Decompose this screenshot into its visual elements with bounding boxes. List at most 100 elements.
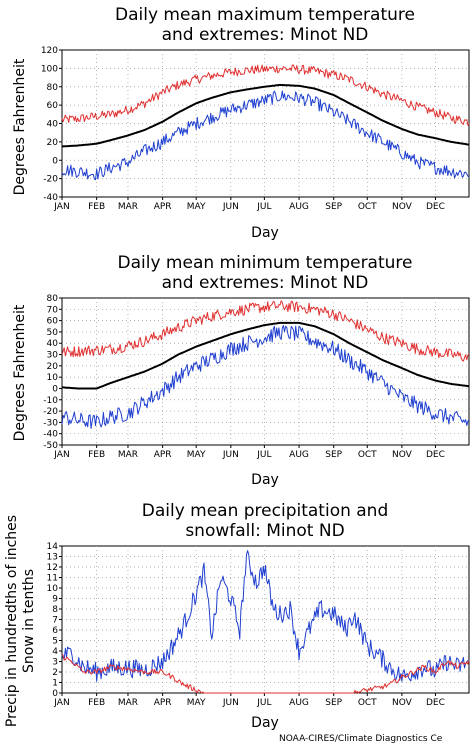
month-label: MAR [118,698,138,708]
y-tick-label: 1 [52,679,58,689]
month-label: JUL [256,450,271,460]
month-label: SEP [325,202,342,212]
chart1-ylabel: Degrees Fahrenheit [12,58,28,195]
month-label: DEC [426,450,445,460]
month-label: DEC [426,698,445,708]
y-tick-label: 10 [47,373,59,383]
month-label: NOV [392,698,413,708]
y-tick-label: 120 [41,46,58,56]
y-tick-label: 0 [52,156,58,166]
chart1-xlabel: Day [251,225,279,241]
y-tick-label: 80 [47,294,59,304]
series-line-mean [61,83,470,148]
y-tick-label: -30 [43,418,58,428]
y-tick-label: 100 [41,64,58,74]
y-tick-label: -50 [43,441,58,451]
chart2-xlabel: Day [251,472,279,488]
month-label: OCT [358,450,377,460]
y-tick-label: -20 [43,175,58,185]
y-tick-label: -40 [43,193,58,203]
month-label: AUG [289,450,309,460]
chart1-title-line1: Daily mean maximum temperature [115,5,415,25]
chart1-title-line2: and extremes: Minot ND [162,25,369,45]
y-tick-label: 80 [47,83,59,93]
series-line-min_extreme [61,90,470,181]
precipitation-chart: Daily mean precipitation and snowfall: M… [4,501,470,731]
month-label: MAY [187,202,206,212]
y-tick-label: 40 [47,120,59,130]
chart3-title-line2: snowfall: Minot ND [185,521,344,541]
month-label: JUN [222,450,239,460]
month-label: JUL [256,698,271,708]
month-label: JUN [222,698,239,708]
plot-area [61,49,470,198]
month-label: APR [154,450,172,460]
month-label: APR [154,698,172,708]
month-label: SEP [325,698,342,708]
y-tick-label: 30 [47,351,59,361]
chart2-title-line1: Daily mean minimum temperature [118,253,413,273]
y-tick-label: 70 [47,305,59,315]
y-tick-label: 20 [47,362,59,372]
y-tick-label: 5 [52,637,58,647]
series-line-max_extreme [61,300,470,362]
y-tick-label: 12 [47,563,58,573]
y-tick-label: 2 [52,668,58,678]
month-label: AUG [289,202,309,212]
month-label: FEB [88,450,105,460]
y-tick-label: 60 [47,101,59,111]
y-tick-label: 10 [47,584,59,594]
min-temperature-chart: Daily mean minimum temperature and extre… [12,253,470,488]
chart2-ylabel: Degrees Fahrenheit [12,304,28,441]
month-label: NOV [392,202,413,212]
y-tick-label: 4 [52,647,58,657]
month-label: JUN [222,202,239,212]
chart3-ylabel-line2: Snow in tenths [21,569,37,673]
month-label: AUG [289,698,309,708]
month-label: OCT [358,202,377,212]
month-label: MAY [187,450,206,460]
y-tick-label: 8 [52,605,58,615]
y-tick-label: 7 [52,616,58,626]
month-label: FEB [88,202,105,212]
month-label: DEC [426,202,445,212]
series-line-snow [61,654,470,694]
credit-text: NOAA-CIRES/Climate Diagnostics Ce [279,734,443,744]
month-label: MAR [118,202,138,212]
month-label: FEB [88,698,105,708]
y-tick-label: 11 [47,574,58,584]
y-tick-label: 9 [52,595,58,605]
month-label: MAR [118,450,138,460]
chart2-title-line2: and extremes: Minot ND [162,273,369,293]
y-tick-label: 40 [47,339,59,349]
month-label: JUL [256,202,271,212]
chart3-ylabel-line1: Precip in hundredths of inches [4,515,20,727]
month-label: APR [154,202,172,212]
y-tick-label: -10 [43,396,58,406]
chart3-xlabel: Day [251,715,279,731]
month-label: JAN [53,450,69,460]
month-label: SEP [325,450,342,460]
y-tick-label: 50 [47,328,59,338]
y-tick-label: -20 [43,407,58,417]
series-line-min_extreme [61,325,470,429]
y-tick-label: 3 [52,658,58,668]
y-tick-label: -40 [43,430,58,440]
month-label: JAN [53,698,69,708]
y-tick-label: 60 [47,317,59,327]
y-tick-label: 14 [47,542,59,552]
month-label: OCT [358,698,377,708]
plot-area [61,297,470,446]
y-tick-label: 20 [47,138,59,148]
month-label: JAN [53,202,69,212]
month-label: NOV [392,450,413,460]
y-tick-label: 6 [52,626,58,636]
y-tick-label: 0 [52,384,58,394]
series-line-mean [61,321,470,390]
series-line-max_extreme [61,64,470,126]
y-tick-label: 13 [47,553,58,563]
chart3-title-line1: Daily mean precipitation and [142,501,389,521]
max-temperature-chart: Daily mean maximum temperature and extre… [12,5,470,241]
